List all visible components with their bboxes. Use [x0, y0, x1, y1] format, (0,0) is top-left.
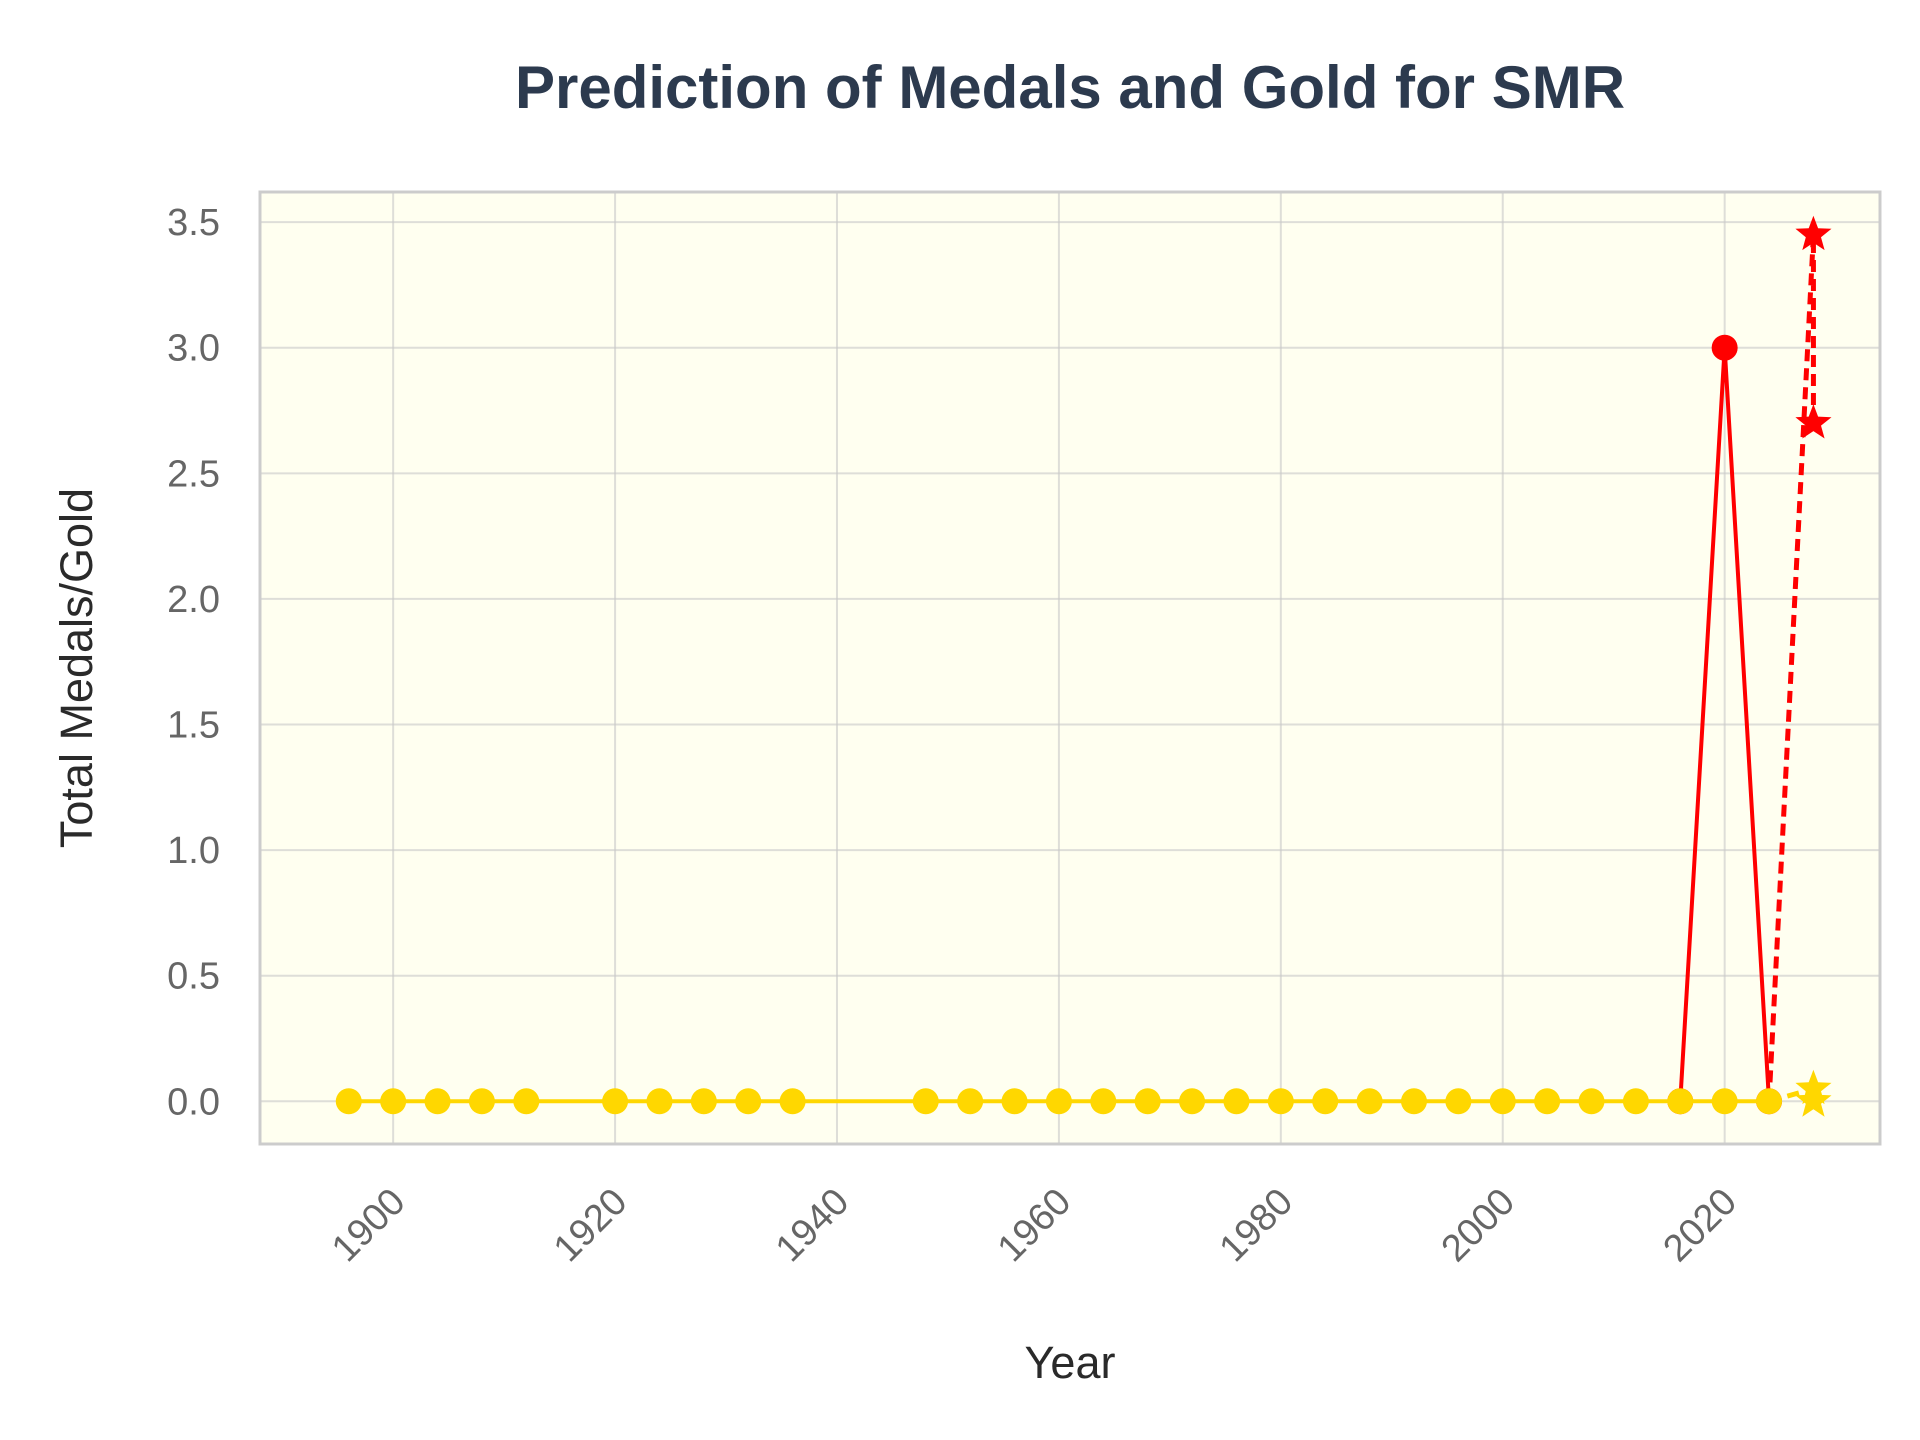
- data-point: [912, 1088, 939, 1115]
- data-point: [380, 1088, 407, 1115]
- data-point: [1356, 1088, 1383, 1115]
- x-tick-label: 1980: [1212, 1181, 1301, 1270]
- data-point: [1622, 1088, 1649, 1115]
- data-point: [1711, 334, 1738, 361]
- y-tick-label: 0.5: [167, 956, 220, 998]
- x-tick-label: 1920: [546, 1181, 635, 1270]
- data-point: [735, 1088, 762, 1115]
- y-axis-label: Total Medals/Gold: [51, 488, 102, 848]
- data-point: [1489, 1088, 1516, 1115]
- plot-area: [260, 192, 1880, 1144]
- x-tick-label: 2020: [1656, 1181, 1745, 1270]
- chart-title: Prediction of Medals and Gold for SMR: [515, 54, 1625, 121]
- data-point: [513, 1088, 540, 1115]
- y-tick-label: 3.5: [167, 202, 220, 244]
- data-point: [1711, 1088, 1738, 1115]
- y-tick-label: 2.5: [167, 453, 220, 495]
- data-point: [1756, 1088, 1783, 1115]
- data-point: [1134, 1088, 1161, 1115]
- y-tick-label: 0.0: [167, 1081, 220, 1123]
- y-tick-label: 2.0: [167, 579, 220, 621]
- series-layer: [335, 215, 1832, 1117]
- data-point: [602, 1088, 629, 1115]
- data-point: [335, 1088, 362, 1115]
- prediction-point: [1795, 1082, 1832, 1117]
- grid: [260, 192, 1880, 1144]
- y-tick-label: 3.0: [167, 328, 220, 370]
- prediction-point: [1795, 215, 1832, 251]
- data-point: [1090, 1088, 1117, 1115]
- data-point: [1534, 1088, 1561, 1115]
- data-point: [1667, 1088, 1694, 1115]
- x-tick-label: 1900: [324, 1181, 413, 1270]
- data-point: [424, 1088, 451, 1115]
- x-axis-label: Year: [1025, 1337, 1116, 1388]
- data-point: [1223, 1088, 1250, 1115]
- data-point: [468, 1088, 495, 1115]
- data-point: [1267, 1088, 1294, 1115]
- data-point: [1445, 1088, 1472, 1115]
- data-point: [646, 1088, 673, 1115]
- data-point: [1312, 1088, 1339, 1115]
- x-tick-label: 2000: [1434, 1181, 1523, 1270]
- data-point: [957, 1088, 984, 1115]
- data-point: [779, 1088, 806, 1115]
- y-tick-label: 1.0: [167, 830, 220, 872]
- data-point: [1578, 1088, 1605, 1115]
- x-tick-label: 1940: [768, 1181, 857, 1270]
- data-point: [1045, 1088, 1072, 1115]
- x-tick-label: 1960: [990, 1181, 1079, 1270]
- data-point: [1001, 1088, 1028, 1115]
- data-point: [1179, 1088, 1206, 1115]
- prediction-point: [1795, 404, 1832, 439]
- plot-frame: [258, 190, 1882, 1146]
- y-tick-label: 1.5: [167, 705, 220, 747]
- data-point: [1400, 1088, 1427, 1115]
- data-point: [690, 1088, 717, 1115]
- prediction-line: [1766, 234, 1816, 1102]
